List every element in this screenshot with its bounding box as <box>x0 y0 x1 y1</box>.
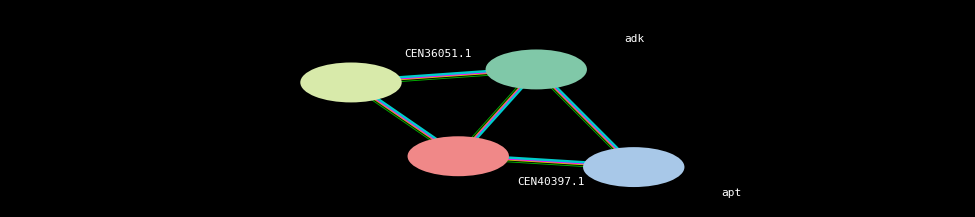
Ellipse shape <box>408 136 509 176</box>
Text: apt: apt <box>722 188 742 198</box>
Ellipse shape <box>583 147 684 187</box>
Ellipse shape <box>486 49 587 89</box>
Text: CEN36051.1: CEN36051.1 <box>405 49 472 59</box>
Text: adk: adk <box>624 34 644 44</box>
Ellipse shape <box>300 62 402 102</box>
Text: CEN40397.1: CEN40397.1 <box>517 177 584 187</box>
